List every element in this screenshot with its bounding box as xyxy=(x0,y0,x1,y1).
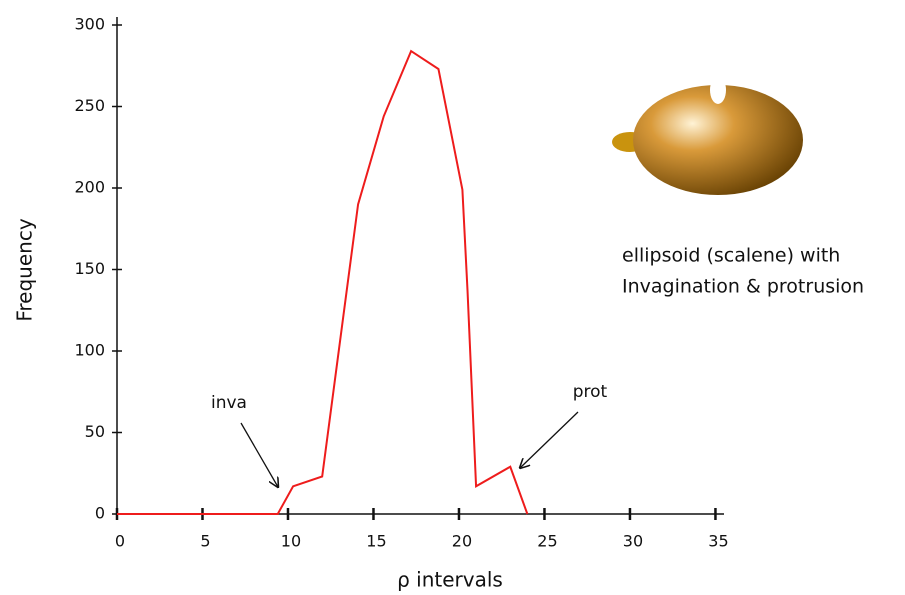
description-line: Invagination & protrusion xyxy=(622,276,864,298)
x-tick-label: 25 xyxy=(537,532,557,551)
x-tick-label: 35 xyxy=(708,532,728,551)
x-tick-label: 10 xyxy=(281,532,301,551)
y-tick-label: 300 xyxy=(74,15,105,34)
x-tick-label: 0 xyxy=(115,532,125,551)
x-tick-label: 5 xyxy=(200,532,210,551)
y-tick-label: 150 xyxy=(74,259,105,278)
x-tick-label: 30 xyxy=(623,532,643,551)
annotation: inva xyxy=(211,393,247,413)
ellipsoid-illustration xyxy=(612,76,803,195)
y-tick-label: 200 xyxy=(74,178,105,197)
y-tick-label: 250 xyxy=(74,96,105,115)
x-axis-label: ρ intervals xyxy=(397,568,503,592)
x-tick-label: 15 xyxy=(366,532,386,551)
annotation: prot xyxy=(573,382,608,402)
y-tick-label: 0 xyxy=(95,504,105,523)
y-tick-label: 100 xyxy=(74,341,105,360)
description-line: ellipsoid (scalene) with xyxy=(622,245,840,267)
annotation-arrow xyxy=(240,422,278,487)
data-line xyxy=(117,49,529,515)
x-tick-label: 20 xyxy=(452,532,472,551)
annotation-arrow xyxy=(520,411,579,468)
y-axis-label: Frequency xyxy=(13,218,37,321)
y-tick-label: 50 xyxy=(85,422,105,441)
